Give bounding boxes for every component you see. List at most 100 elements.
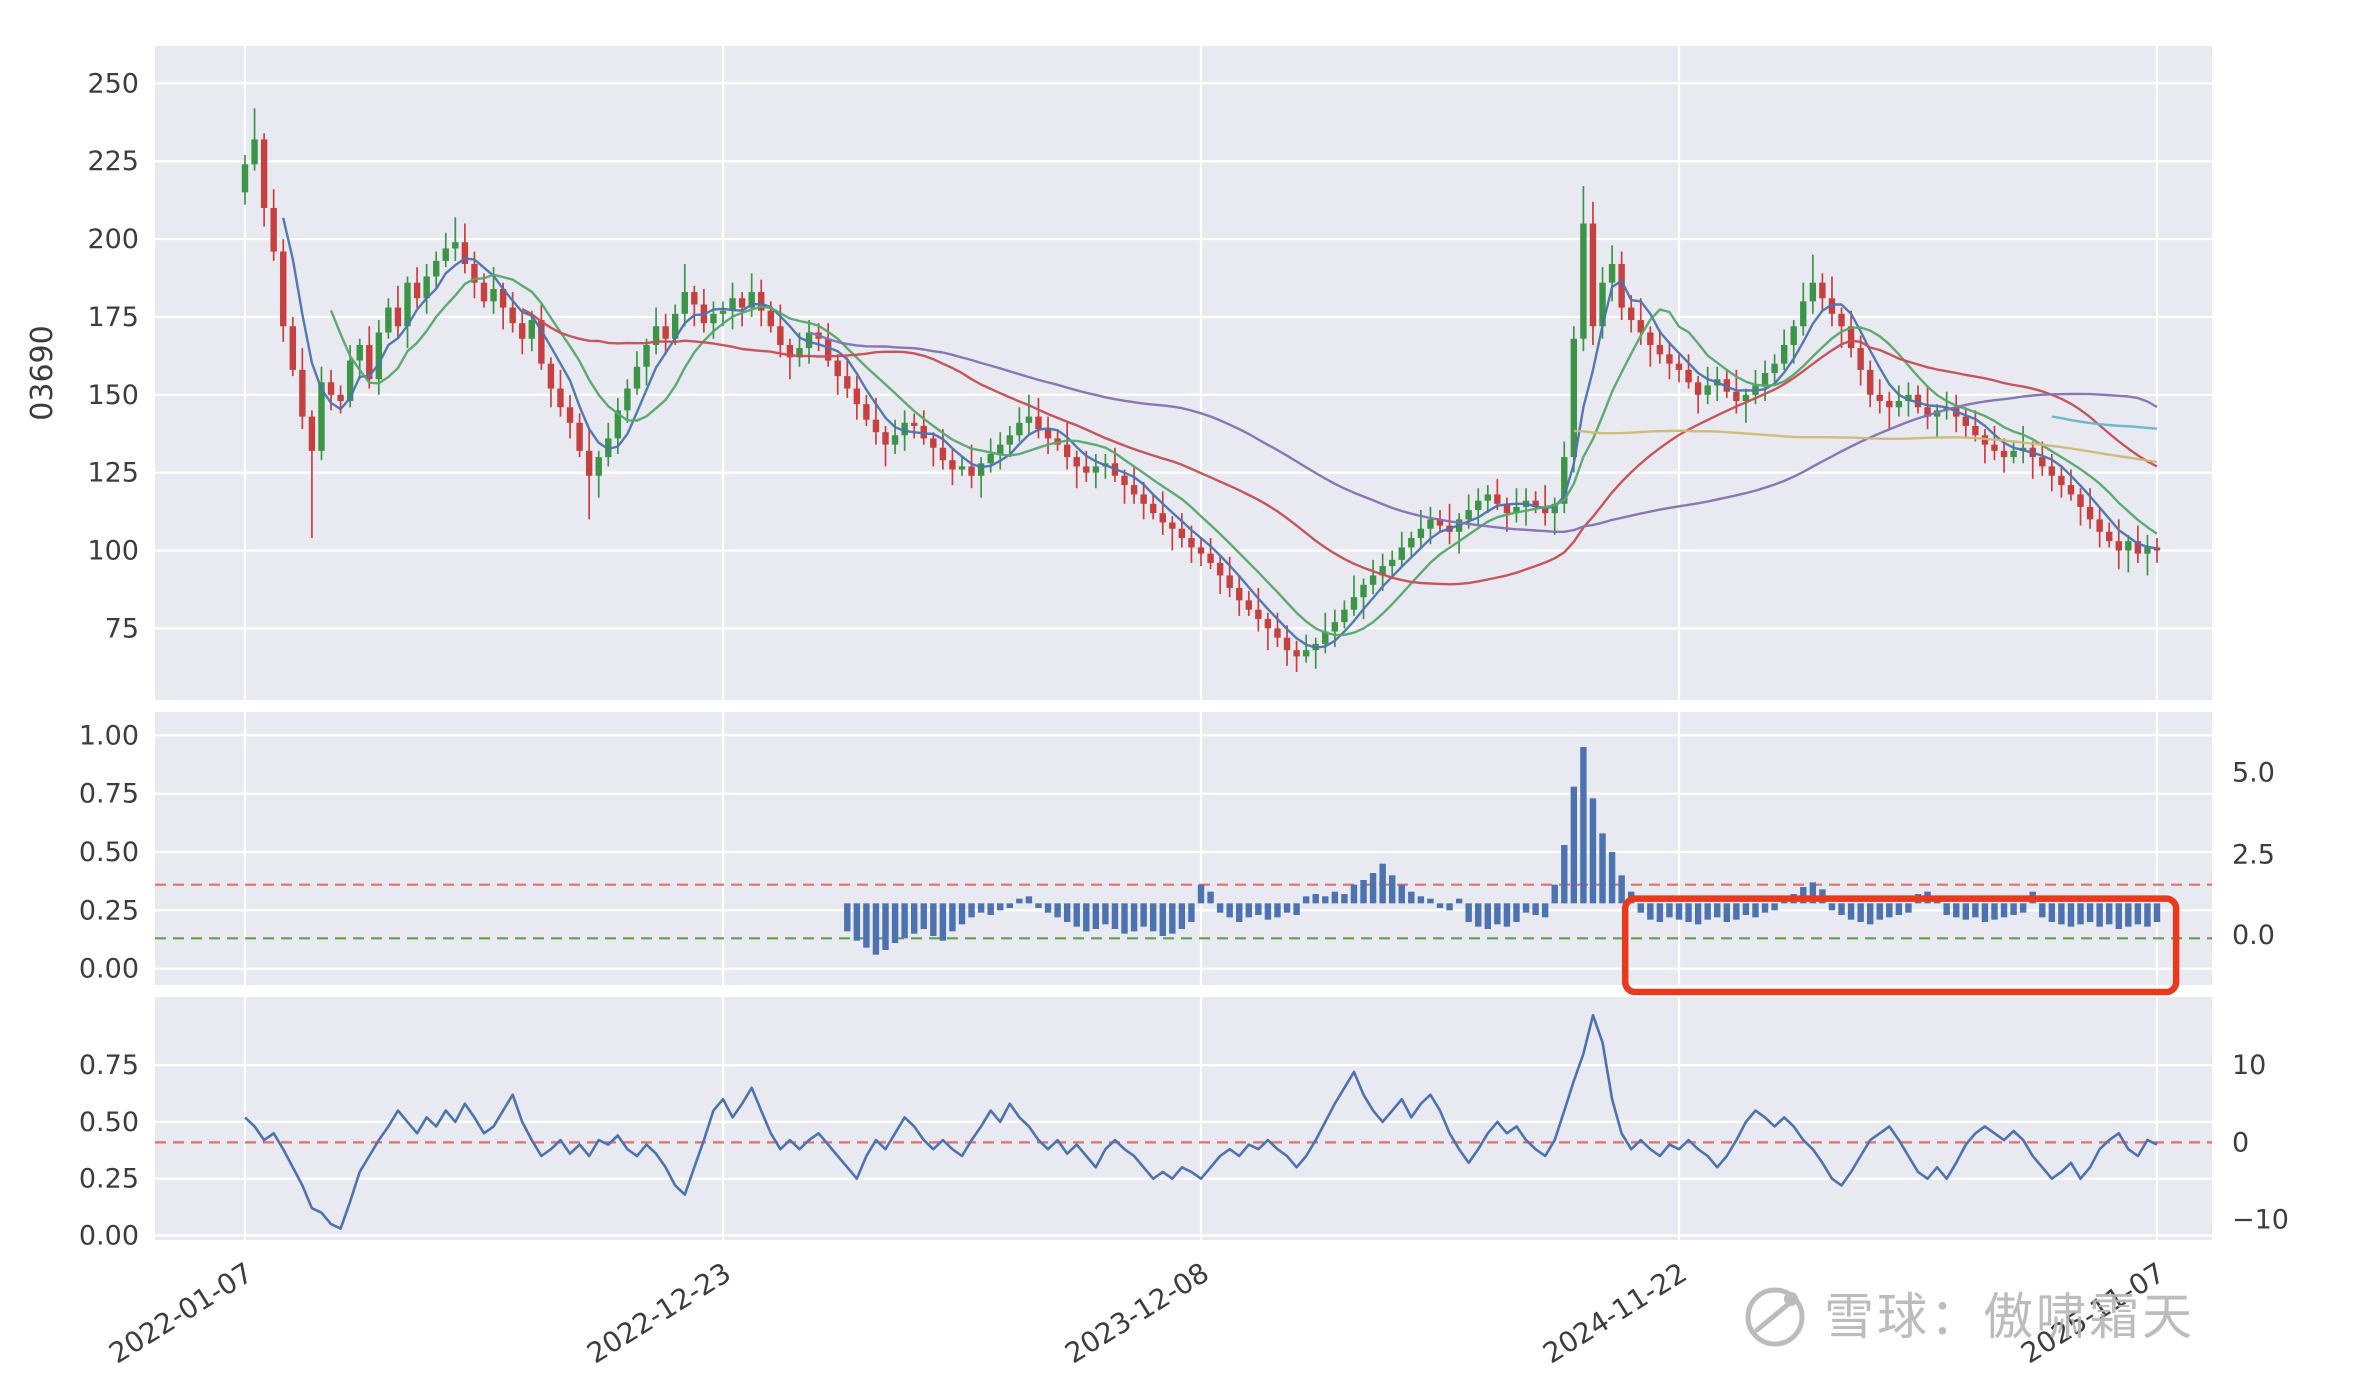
candle-body — [767, 310, 774, 327]
indicator-bar — [1417, 896, 1425, 904]
indicator-bar — [958, 903, 966, 925]
indicator-panel-bg — [155, 712, 2212, 985]
indicator-bar — [1025, 896, 1033, 904]
candle-body — [681, 292, 688, 314]
indicator-bar — [1876, 903, 1883, 920]
candle-body — [1541, 506, 1549, 514]
candle-body — [1972, 425, 1979, 436]
indicator-bar — [1102, 903, 1109, 925]
indicator-bar — [1389, 875, 1396, 904]
indicator-bar — [1379, 863, 1386, 904]
candle-body — [920, 425, 927, 439]
indicator-bar — [1360, 880, 1367, 904]
candle-body — [2067, 485, 2075, 495]
candle-body — [1675, 363, 1683, 370]
candle-body — [1513, 506, 1520, 514]
candle-body — [748, 292, 755, 308]
candle-body — [2115, 541, 2122, 551]
candle-body — [375, 332, 383, 380]
candle-body — [672, 313, 679, 339]
price-ytick-label: 225 — [87, 146, 139, 177]
candle-body — [480, 282, 488, 302]
candle-body — [1895, 401, 1903, 408]
indicator-bar — [1895, 903, 1903, 915]
candle-body — [1331, 622, 1339, 632]
indicator-bar — [1991, 903, 1998, 920]
candle-body — [1044, 429, 1052, 439]
indicator-bar — [1953, 903, 1960, 918]
candle-body — [1800, 301, 1807, 327]
candle-body — [1771, 363, 1778, 373]
candle-body — [1838, 313, 1845, 327]
indicator-bar — [939, 903, 947, 941]
candle-body — [509, 307, 516, 324]
candle-body — [1914, 394, 1922, 408]
candle-body — [251, 139, 258, 165]
candle-body — [1780, 344, 1788, 364]
candle-body — [691, 292, 698, 305]
indicator-bar — [1675, 903, 1683, 920]
candle-body — [1924, 407, 1931, 417]
indicator-bar — [930, 903, 937, 936]
candle-body — [987, 453, 994, 464]
candle-body — [528, 320, 535, 339]
candle-body — [1637, 320, 1644, 333]
indicator-ytick-left-label: 0.75 — [79, 779, 139, 810]
candle-body — [1847, 326, 1855, 349]
candle-body — [366, 344, 373, 380]
indicator-bar — [1943, 903, 1950, 915]
candle-body — [1417, 528, 1425, 539]
indicator-bar — [1503, 903, 1511, 927]
candle-body — [2010, 450, 2017, 458]
candle-body — [1274, 628, 1281, 638]
candle-body — [1245, 600, 1252, 610]
candle-body — [1207, 553, 1214, 563]
indicator-bar — [1178, 903, 1186, 929]
candle-body — [652, 326, 660, 345]
indicator-bar — [1436, 903, 1444, 908]
candle-body — [2048, 466, 2056, 476]
indicator-bar — [1465, 903, 1472, 922]
candle-body — [1647, 332, 1654, 345]
candle-body — [738, 298, 746, 308]
indicator-bar — [1522, 903, 1530, 913]
indicator-bar — [1035, 903, 1042, 908]
candle-body — [1905, 394, 1912, 402]
indicator-bar — [1714, 903, 1721, 918]
indicator-ytick-right-label: 0.0 — [2232, 920, 2275, 951]
candle-body — [1694, 382, 1702, 395]
candle-body — [1302, 650, 1310, 657]
candle-body — [1159, 513, 1166, 523]
candle-body — [1561, 457, 1568, 504]
candle-body — [1666, 354, 1673, 364]
candle-body — [1130, 485, 1138, 495]
indicator-bar — [1207, 891, 1214, 904]
indicator-bar — [1828, 903, 1836, 911]
indicator-bar — [1723, 903, 1730, 922]
indicator-bar — [1809, 882, 1817, 904]
indicator-bar — [2086, 903, 2094, 922]
indicator-bar — [891, 903, 899, 943]
price-ytick-label: 150 — [87, 380, 139, 411]
candle-body — [1169, 522, 1176, 529]
indicator-bar — [2096, 903, 2103, 927]
candle-body — [394, 307, 402, 327]
indicator-bar — [1274, 903, 1281, 918]
candle-body — [1465, 510, 1472, 520]
indicator-bar — [2039, 903, 2046, 918]
candle-body — [930, 438, 937, 448]
indicator-bar — [1656, 903, 1664, 922]
indicator-bar — [1130, 903, 1138, 932]
indicator-bar — [1044, 903, 1052, 913]
candle-body — [2086, 506, 2094, 520]
indicator-bar — [1150, 903, 1157, 932]
candle-body — [499, 288, 507, 308]
candle-body — [901, 422, 908, 436]
indicator-bar — [1580, 747, 1587, 904]
candle-body — [662, 326, 669, 339]
x-tick-label: 2022-12-23 — [581, 1256, 736, 1370]
indicator-bar — [1350, 884, 1358, 904]
indicator-bar — [1063, 903, 1071, 922]
candle-body — [834, 360, 841, 377]
